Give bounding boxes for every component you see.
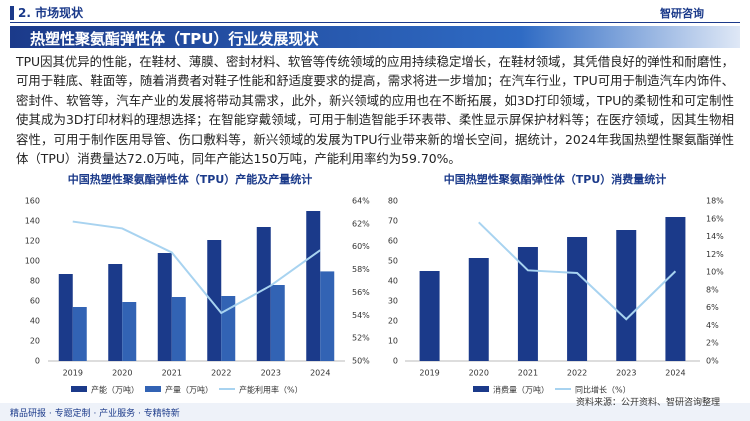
paragraph: TPU因其优异的性能，在鞋材、薄膜、密封材料、软管等传统领域的应用持续稳定增长，… bbox=[16, 54, 734, 167]
legend-label: 产能（万吨） bbox=[91, 385, 139, 395]
bar bbox=[616, 230, 637, 361]
bar bbox=[320, 271, 335, 361]
y-tick-label: 20 bbox=[30, 337, 40, 346]
bar bbox=[108, 264, 123, 361]
y2-tick-label: 12% bbox=[706, 250, 724, 259]
legend-label: 产量（万吨） bbox=[165, 385, 213, 395]
bar bbox=[72, 307, 87, 361]
title: 热塑性聚氨酯弹性体（TPU）行业发展现状 bbox=[30, 30, 319, 48]
y-tick-label: 160 bbox=[25, 197, 40, 206]
bar bbox=[419, 271, 440, 361]
x-tick-label: 2019 bbox=[419, 369, 439, 378]
brand: 智研咨询 bbox=[660, 7, 704, 20]
x-tick-label: 2021 bbox=[518, 369, 538, 378]
legend-label: 消费量（万吨） bbox=[493, 385, 549, 395]
legend-label: 同比增长（%） bbox=[575, 385, 631, 395]
bar bbox=[517, 247, 538, 361]
x-tick-label: 2023 bbox=[616, 369, 636, 378]
y2-tick-label: 16% bbox=[706, 214, 724, 223]
y2-tick-label: 2% bbox=[706, 339, 719, 348]
y-tick-label: 40 bbox=[388, 277, 398, 286]
y-tick-label: 80 bbox=[388, 197, 398, 206]
line bbox=[478, 221, 677, 321]
x-tick-label: 2023 bbox=[261, 369, 281, 378]
y-tick-label: 100 bbox=[25, 257, 40, 266]
section-marker bbox=[10, 6, 14, 20]
y2-tick-label: 52% bbox=[352, 334, 370, 343]
bar bbox=[665, 217, 686, 361]
y-tick-label: 0 bbox=[35, 357, 40, 366]
y-tick-label: 60 bbox=[30, 297, 40, 306]
x-tick-label: 2022 bbox=[211, 369, 231, 378]
y-tick-label: 20 bbox=[388, 317, 398, 326]
y2-tick-label: 18% bbox=[706, 197, 724, 206]
legend-swatch bbox=[71, 386, 87, 392]
y2-tick-label: 4% bbox=[706, 321, 719, 330]
y-tick-label: 140 bbox=[25, 217, 40, 226]
y2-tick-label: 58% bbox=[352, 265, 370, 274]
footer-bar bbox=[0, 403, 750, 421]
line bbox=[72, 220, 321, 315]
y2-tick-label: 62% bbox=[352, 219, 370, 228]
title-banner bbox=[10, 26, 740, 48]
y2-tick-label: 6% bbox=[706, 303, 719, 312]
y2-tick-label: 64% bbox=[352, 197, 370, 206]
y-tick-label: 0 bbox=[393, 357, 398, 366]
bar bbox=[221, 296, 236, 361]
x-tick-label: 2019 bbox=[63, 369, 83, 378]
y-tick-label: 80 bbox=[30, 277, 40, 286]
y-tick-label: 30 bbox=[388, 297, 398, 306]
y2-tick-label: 10% bbox=[706, 268, 724, 277]
bar bbox=[122, 302, 137, 361]
bar bbox=[256, 227, 271, 361]
bar bbox=[306, 211, 321, 361]
y2-tick-label: 50% bbox=[352, 357, 370, 366]
chart-title: 中国热塑性聚氨酯弹性体（TPU）消费量统计 bbox=[444, 172, 667, 186]
y2-tick-label: 8% bbox=[706, 285, 719, 294]
section: 2. 市场现状 bbox=[18, 6, 84, 20]
bar bbox=[58, 274, 73, 361]
bar bbox=[270, 285, 285, 361]
y2-tick-label: 0% bbox=[706, 357, 719, 366]
legend-label: 产能利用率（%） bbox=[239, 385, 303, 395]
footer-services: 精品研报 · 专题定制 · 产业服务 · 专精特新 bbox=[10, 409, 180, 419]
source: 资料来源：公开资料、智研咨询整理 bbox=[576, 398, 721, 408]
bar bbox=[468, 258, 489, 361]
y-tick-label: 50 bbox=[388, 257, 398, 266]
y-tick-label: 10 bbox=[388, 337, 398, 346]
bar bbox=[207, 240, 222, 361]
x-tick-label: 2024 bbox=[665, 369, 685, 378]
y-tick-label: 40 bbox=[30, 317, 40, 326]
bar bbox=[171, 297, 186, 361]
y2-tick-label: 60% bbox=[352, 242, 370, 251]
y2-tick-label: 56% bbox=[352, 288, 370, 297]
y2-tick-label: 14% bbox=[706, 232, 724, 241]
y-tick-label: 120 bbox=[25, 237, 40, 246]
bar bbox=[567, 237, 588, 361]
y-tick-label: 70 bbox=[388, 217, 398, 226]
chart-title: 中国热塑性聚氨酯弹性体（TPU）产能及产量统计 bbox=[68, 172, 313, 186]
rule bbox=[10, 22, 740, 23]
bar bbox=[157, 253, 172, 361]
y2-tick-label: 54% bbox=[352, 311, 370, 320]
legend-swatch bbox=[145, 386, 161, 392]
x-tick-label: 2024 bbox=[310, 369, 330, 378]
x-tick-label: 2020 bbox=[469, 369, 489, 378]
x-tick-label: 2020 bbox=[112, 369, 132, 378]
x-tick-label: 2021 bbox=[162, 369, 182, 378]
y-tick-label: 60 bbox=[388, 237, 398, 246]
legend-swatch bbox=[473, 386, 489, 392]
x-tick-label: 2022 bbox=[567, 369, 587, 378]
